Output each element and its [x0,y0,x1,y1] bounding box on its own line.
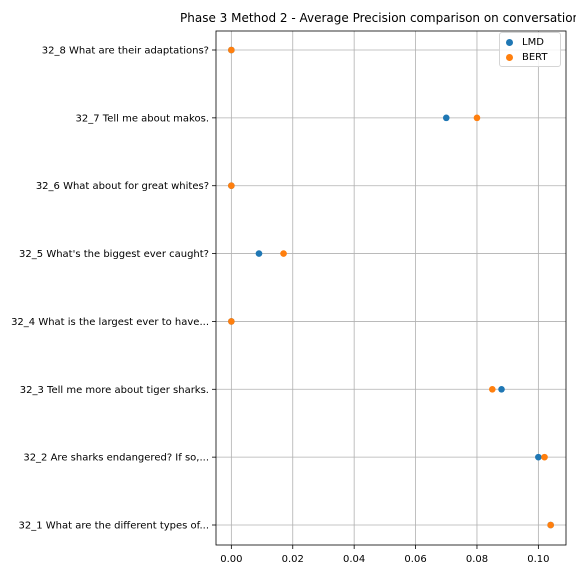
x-tick-label: 0.04 [343,554,365,565]
x-tick-label: 0.06 [404,554,426,565]
data-point-bert [228,318,235,325]
axis-ticks: 0.00 0.02 0.04 0.06 0.08 0.10 32_1 What are th… [11,46,549,566]
data-points [228,46,554,529]
x-tick-label: 0.08 [466,554,488,565]
y-tick-label: 32_5 What's the biggest ever caught? [19,249,209,260]
plot-frame [215,30,567,546]
legend-item-bert: BERT [506,50,548,64]
x-tick-label: 0.10 [527,554,549,565]
data-point-lmd [535,453,542,461]
y-tick-label: 32_3 Tell me more about tiger sharks. [20,385,209,396]
x-tick-label: 0.00 [220,554,242,565]
data-point-bert [547,521,554,529]
chart-title: Phase 3 Method 2 - Average Precision com… [180,11,576,25]
data-point-lmd [498,385,505,393]
y-tick-label: 32_2 Are sharks endangered? If so,... [23,453,209,464]
legend-item-lmd: LMD [506,35,544,49]
data-point-lmd [255,250,263,257]
y-tick-label: 32_1 What are the different types of... [19,521,209,532]
y-tick-label: 32_6 What about for great whites? [36,181,209,192]
data-point-bert [228,46,235,54]
data-point-bert [541,453,548,461]
data-point-bert [228,182,235,190]
data-point-bert [280,250,287,257]
grid-lines [216,31,566,545]
legend-label-bert: BERT [522,51,548,63]
data-point-bert [473,114,481,122]
y-tick-label: 32_4 What is the largest ever to have... [11,317,209,328]
data-point-lmd [442,114,450,122]
y-tick-label: 32_7 Tell me about makos. [76,113,209,124]
legend-marker-bert [506,53,513,61]
legend-marker-lmd [506,38,513,46]
legend: LMD BERT [499,32,561,67]
data-point-bert [489,385,496,393]
legend-label-lmd: LMD [522,36,544,48]
y-tick-label: 32_8 What are their adaptations? [42,46,209,57]
x-tick-label: 0.02 [282,554,304,565]
